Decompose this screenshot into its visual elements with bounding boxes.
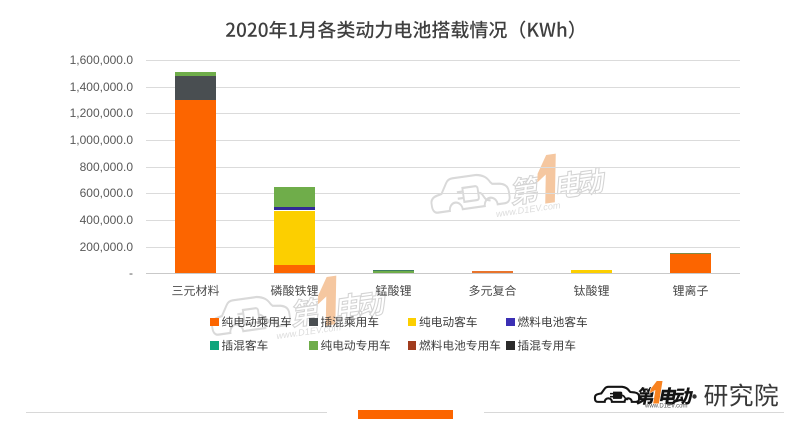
svg-text:www.D1EV.com: www.D1EV.com <box>644 404 687 410</box>
